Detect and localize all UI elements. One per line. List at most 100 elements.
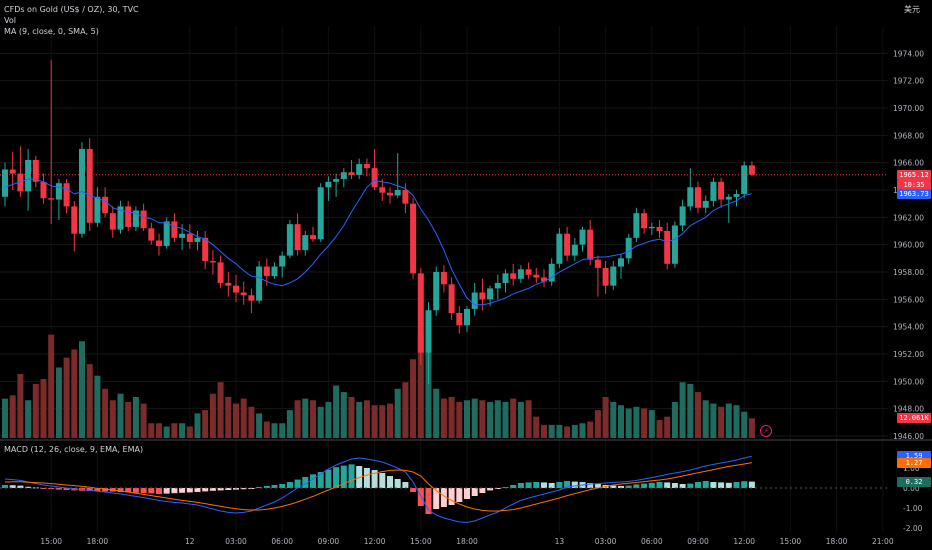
volume-bar [109, 400, 116, 438]
volume-bar [217, 382, 224, 438]
macd-hist-bar [440, 488, 447, 507]
volume-bar [748, 418, 755, 438]
candle-body [263, 266, 270, 277]
currency-label[interactable]: 美元 [904, 5, 920, 14]
volume-bar [671, 401, 678, 438]
macd-hist-bar [279, 484, 286, 488]
macd-badge: 0.32 [897, 476, 931, 487]
candles [2, 60, 755, 385]
time-tick-label: 06:00 [641, 537, 663, 546]
candle-body [602, 267, 609, 286]
macd-hist-bar [202, 488, 209, 492]
candle-body [279, 255, 286, 267]
macd-tick-label: 0.00 [903, 484, 920, 493]
macd-hist-bar [294, 479, 301, 488]
volume-bar [286, 410, 293, 438]
volume-bar [571, 424, 578, 438]
macd-hist-bar [448, 488, 455, 505]
main-legend: CFDs on Gold (US$ / OZ), 30, TVC Vol MA … [4, 4, 139, 37]
macd-hist-bar [425, 488, 432, 514]
macd-hist-bar [456, 488, 463, 502]
candle-body [479, 292, 486, 300]
symbol-title[interactable]: CFDs on Gold (US$ / OZ), 30, TVC [4, 5, 139, 14]
candle-body [294, 224, 301, 251]
grid [0, 26, 888, 532]
candle-body [2, 169, 8, 197]
candle-body [310, 235, 316, 240]
volume-bar [356, 401, 363, 438]
time-tick-label: 15:00 [780, 537, 802, 546]
candle-body [225, 282, 232, 286]
macd-hist-bar [132, 488, 139, 493]
macd-hist-bar [325, 469, 332, 488]
candle-body [741, 165, 748, 195]
time-tick-label: 15:00 [40, 537, 62, 546]
candle-body [217, 262, 224, 283]
macd-hist-bar [25, 486, 32, 488]
volume-bar [440, 398, 447, 438]
candle-body [525, 269, 532, 275]
macd-hist-bar [17, 485, 24, 488]
volume-bar [479, 400, 486, 438]
candle-body [194, 237, 201, 242]
candle-body [140, 210, 147, 229]
macd-hist-bar [256, 487, 263, 488]
macd-hist-bar [233, 488, 239, 490]
volume-bar [179, 423, 186, 438]
ma-legend[interactable]: MA (9, close, 0, SMA, 5) [4, 27, 99, 36]
price-axis[interactable]: 1946.00 1948.00 1950.00 1952.00 1954.00 1956.… [893, 49, 924, 441]
candle-body [394, 190, 401, 196]
candle-body [433, 272, 440, 311]
candle-body [248, 295, 255, 301]
volume-bar [487, 401, 494, 438]
macd-hist-bar [2, 485, 8, 488]
time-tick-label: 18:00 [826, 537, 848, 546]
macd-hist-bar [394, 479, 401, 488]
candle-body [702, 200, 709, 208]
volume-bar [202, 410, 209, 438]
candle-body [55, 183, 62, 200]
candle-body [48, 198, 55, 200]
volume-bar [594, 410, 601, 438]
volume-bar [502, 401, 509, 438]
time-axis[interactable]: 15:00 18:00 12 03:00 06:00 09:00 12:00 15:00 18:… [40, 537, 893, 546]
macd-legend-label[interactable]: MACD (12, 26, close, 9, EMA, EMA) [4, 445, 144, 454]
candle-body [17, 173, 24, 192]
volume-bar [379, 405, 386, 438]
volume-bar [79, 341, 85, 438]
macd-hist-bar [348, 464, 355, 488]
candle-body [533, 274, 540, 278]
volume-legend[interactable]: Vol [4, 16, 16, 25]
price-tick-label: 1948.00 [893, 405, 924, 414]
lightning-icon[interactable]: ⚡ [760, 425, 772, 437]
macd-hist-bar [410, 488, 417, 492]
volume-bar [333, 385, 340, 438]
macd-hist-bar [379, 473, 386, 488]
macd-hist-bar [494, 488, 501, 489]
volume-bar [125, 401, 132, 438]
candle-body [564, 233, 571, 256]
macd-hist-bar [86, 488, 93, 491]
macd-hist-bar [487, 488, 494, 491]
macd-hist-bar [371, 470, 378, 488]
macd-hist-bar [548, 483, 555, 488]
macd-hist-bar [564, 481, 571, 488]
volume-bar [517, 401, 524, 438]
candle-body [25, 159, 32, 192]
volume-bar [156, 423, 162, 438]
macd-hist-bar [240, 488, 247, 490]
volume-bar [209, 393, 216, 438]
macd-axis[interactable]: -2.00 -1.00 0.00 1.00 [903, 464, 923, 533]
macd-hist-bar [148, 488, 155, 494]
candle-body [633, 213, 640, 238]
macd-hist-bar [710, 482, 717, 488]
macd-hist-bar [286, 482, 293, 488]
candle-body [9, 169, 16, 174]
volume-bar [256, 413, 263, 438]
candle-body [594, 259, 601, 268]
volume-bar [618, 405, 624, 438]
macd-hist-bar [479, 488, 486, 493]
candle-body [725, 196, 732, 200]
candle-body [202, 237, 209, 262]
